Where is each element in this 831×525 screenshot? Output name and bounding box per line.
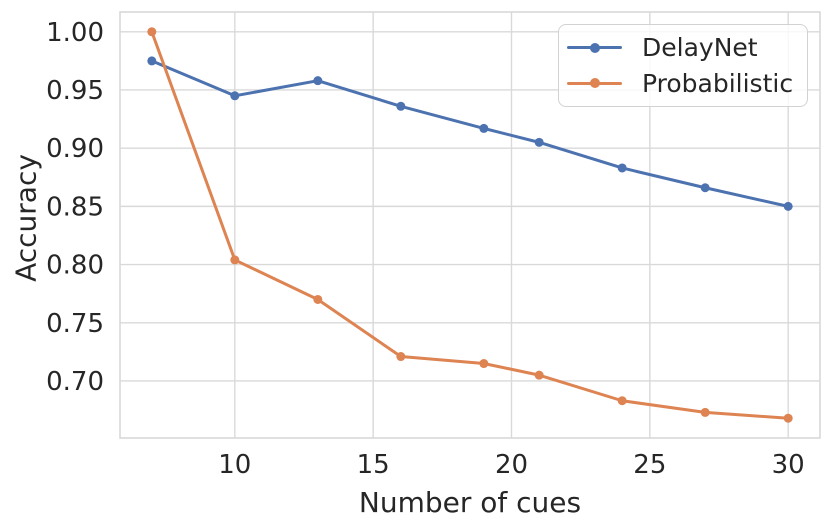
data-point-delaynet xyxy=(783,201,793,211)
x-tick-label: 15 xyxy=(357,450,390,480)
legend-item-probabilistic: Probabilistic xyxy=(567,69,807,98)
data-point-delaynet xyxy=(230,91,240,101)
x-axis-label: Number of cues xyxy=(358,486,582,519)
x-tick-label: 25 xyxy=(633,450,666,480)
y-axis-label: Accuracy xyxy=(9,154,43,282)
data-point-delaynet xyxy=(617,163,627,173)
legend-marker-dot-icon xyxy=(589,42,600,53)
y-tick-label: 0.70 xyxy=(46,367,104,397)
data-point-delaynet xyxy=(396,101,406,111)
y-tick-label: 0.95 xyxy=(46,76,104,106)
data-point-probabilistic xyxy=(313,294,323,304)
x-tick-label: 20 xyxy=(495,450,528,480)
data-point-probabilistic xyxy=(783,413,793,423)
x-tick-label: 10 xyxy=(218,450,251,480)
data-point-delaynet xyxy=(147,56,157,66)
x-tick-label: 30 xyxy=(772,450,805,480)
data-point-delaynet xyxy=(479,123,489,133)
data-point-delaynet xyxy=(534,137,544,147)
y-tick-label: 1.00 xyxy=(46,18,104,48)
data-point-probabilistic xyxy=(534,370,544,380)
y-tick-label: 0.90 xyxy=(46,134,104,164)
data-point-delaynet xyxy=(700,183,710,193)
legend-label: DelayNet xyxy=(642,33,758,63)
plot-border xyxy=(119,11,821,439)
data-point-probabilistic xyxy=(479,359,489,369)
data-point-probabilistic xyxy=(396,352,406,362)
y-tick-label: 0.75 xyxy=(46,309,104,339)
y-tick-label: 0.85 xyxy=(46,192,104,222)
data-point-probabilistic xyxy=(147,27,157,37)
legend-label: Probabilistic xyxy=(642,68,794,98)
legend: DelayNet Probabilistic xyxy=(558,24,808,107)
data-point-probabilistic xyxy=(230,255,240,265)
legend-line-sample xyxy=(567,78,622,89)
legend-line-sample xyxy=(567,42,622,53)
legend-item-delaynet: DelayNet xyxy=(567,33,807,62)
data-point-delaynet xyxy=(313,76,323,86)
legend-marker-dot-icon xyxy=(589,78,600,89)
y-tick-label: 0.80 xyxy=(46,251,104,281)
data-point-probabilistic xyxy=(617,396,627,406)
data-point-probabilistic xyxy=(700,407,710,417)
